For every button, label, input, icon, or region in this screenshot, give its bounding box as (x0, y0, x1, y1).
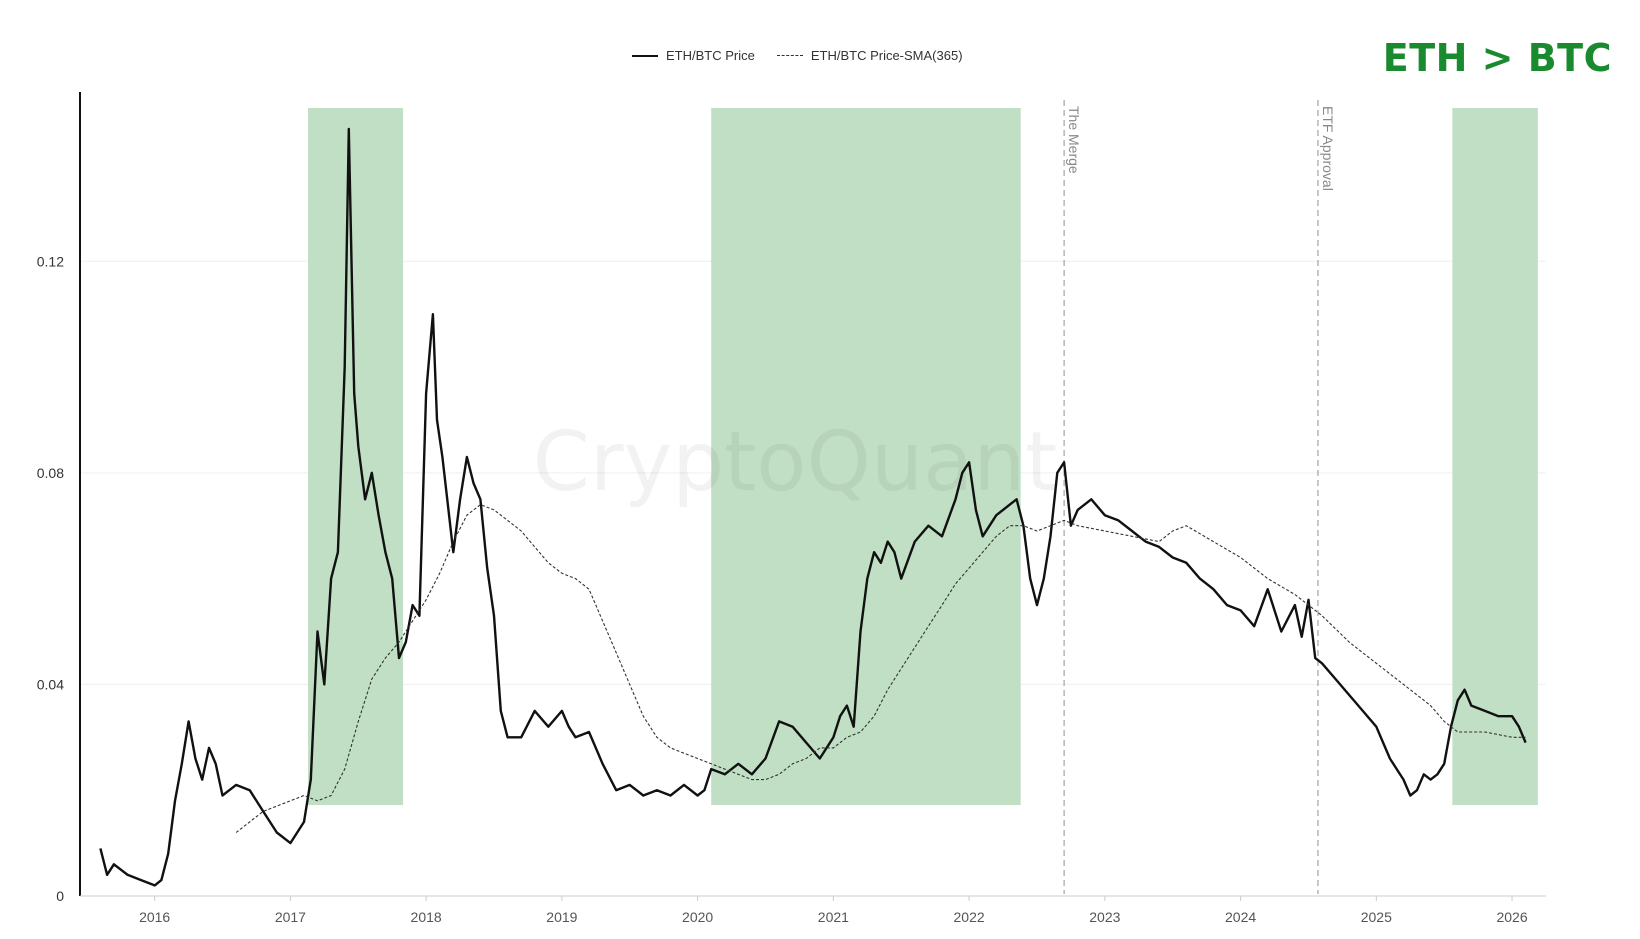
shaded-region (711, 108, 1021, 805)
legend-item-price[interactable]: ETH/BTC Price (632, 48, 755, 63)
shaded-regions (308, 108, 1538, 805)
legend-item-sma[interactable]: ETH/BTC Price-SMA(365) (776, 48, 963, 63)
eth-btc-badge: ETH > BTC (1382, 36, 1612, 80)
legend: ETH/BTC Price ETH/BTC Price-SMA(365) (632, 48, 963, 63)
x-tick-label: 2017 (275, 909, 306, 925)
shaded-region (1452, 108, 1538, 805)
x-tick-label: 2021 (818, 909, 849, 925)
x-tick-label: 2022 (954, 909, 985, 925)
y-tick-label: 0 (56, 888, 64, 904)
x-tick-label: 2016 (139, 909, 170, 925)
x-tick-label: 2019 (546, 909, 577, 925)
y-tick-label: 0.04 (37, 676, 64, 692)
price-series-line (99, 127, 1527, 887)
x-tick-label: 2025 (1361, 909, 1392, 925)
legend-label-sma: ETH/BTC Price-SMA(365) (810, 48, 963, 63)
watermark: CryptoQuant (533, 415, 1058, 510)
y-tick-label: 0.12 (37, 253, 64, 269)
x-tick-label: 2023 (1089, 909, 1120, 925)
event-label: The Merge (1066, 106, 1082, 174)
x-tick-label: 2018 (411, 909, 442, 925)
axes: 0 0.04 0.08 0.12 2016 2017 2018 2019 2020 2021 202… (37, 92, 1546, 925)
event-markers: The Merge ETF Approval (1063, 100, 1336, 894)
sma-series-line (235, 504, 1526, 833)
event-label: ETF Approval (1320, 106, 1336, 191)
x-tick-label: 2020 (682, 909, 713, 925)
series-lines (99, 127, 1527, 887)
legend-swatch-dashed (776, 55, 803, 56)
y-tick-label: 0.08 (37, 465, 64, 481)
x-tick-label: 2024 (1225, 909, 1256, 925)
legend-label-price: ETH/BTC Price (666, 48, 755, 63)
shaded-region (308, 108, 404, 805)
legend-swatch-solid (632, 54, 658, 57)
x-tick-label: 2026 (1496, 909, 1527, 925)
